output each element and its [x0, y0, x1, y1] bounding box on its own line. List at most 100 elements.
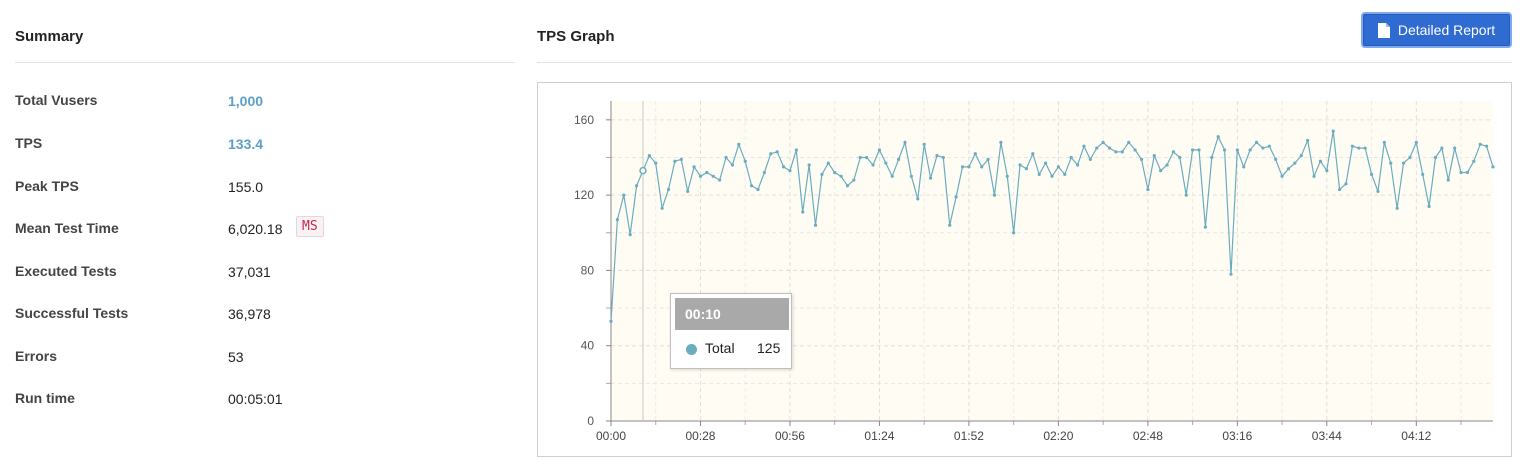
- data-point: [1414, 140, 1418, 145]
- data-point: [711, 174, 715, 178]
- data-point: [1286, 167, 1291, 171]
- data-point: [1012, 231, 1016, 235]
- x-tick-label: 00:00: [596, 429, 626, 443]
- data-point: [801, 210, 805, 214]
- data-point: [833, 170, 837, 175]
- data-point: [1267, 144, 1271, 148]
- summary-label: TPS: [15, 135, 43, 151]
- data-point: [897, 157, 901, 161]
- summary-value: 36,978: [228, 306, 271, 322]
- summary-label: Run time: [15, 390, 75, 406]
- data-point: [948, 223, 952, 227]
- x-tick-label: 01:52: [954, 429, 984, 443]
- summary-label: Peak TPS: [15, 178, 79, 194]
- summary-divider: [15, 62, 515, 63]
- data-point: [1325, 169, 1329, 173]
- data-point: [775, 150, 779, 154]
- data-point: [1261, 146, 1265, 150]
- data-point: [1031, 152, 1035, 156]
- data-point: [954, 195, 958, 199]
- data-point: [1082, 144, 1086, 148]
- data-point: [935, 153, 939, 158]
- data-point: [1235, 148, 1239, 152]
- tooltip-series-marker: [686, 344, 697, 355]
- graph-divider: [537, 62, 1512, 63]
- tooltip-series-name: Total: [705, 340, 735, 356]
- highlighted-data-point: [639, 166, 647, 175]
- tps-chart[interactable]: 0 40 80 120 160 00:00 00:28 00:56 01:24 01:52 02:2…: [537, 82, 1512, 457]
- data-point: [1107, 146, 1112, 150]
- summary-row: Total Vusers 1,000: [15, 92, 515, 116]
- data-point: [1242, 165, 1246, 169]
- x-tick-label: 02:48: [1133, 429, 1163, 443]
- data-point: [877, 148, 882, 152]
- data-point: [992, 193, 997, 197]
- data-point: [1229, 272, 1233, 276]
- data-point: [769, 152, 773, 156]
- data-point: [1485, 144, 1489, 148]
- data-point: [686, 189, 690, 193]
- data-point: [1478, 142, 1482, 146]
- summary-row: Errors 53: [15, 348, 515, 372]
- data-point: [1024, 167, 1029, 171]
- data-point: [1382, 140, 1386, 145]
- tps-graph-title: TPS Graph: [537, 28, 615, 45]
- data-point: [1395, 206, 1399, 210]
- data-point: [1306, 138, 1310, 143]
- data-point: [941, 155, 945, 160]
- data-point: [1037, 172, 1041, 177]
- data-point: [1114, 150, 1118, 154]
- data-point: [1197, 148, 1201, 152]
- summary-value-link[interactable]: 1,000: [228, 93, 264, 109]
- data-point: [1203, 225, 1207, 229]
- data-point: [698, 174, 703, 178]
- data-point: [1433, 155, 1438, 160]
- data-point: [762, 170, 766, 175]
- data-point: [628, 233, 632, 237]
- data-point: [1191, 148, 1195, 152]
- tps-line-chart[interactable]: 0 40 80 120 160 00:00 00:28 00:56 01:24 01:52 02:2…: [538, 83, 1513, 458]
- x-tick-label: 04:12: [1401, 429, 1431, 443]
- data-point: [1376, 189, 1380, 193]
- data-point: [647, 153, 651, 158]
- data-point: [737, 142, 741, 146]
- data-point: [622, 193, 626, 197]
- unit-badge: MS: [296, 216, 324, 237]
- y-tick-label: 160: [574, 113, 594, 127]
- data-point: [1350, 144, 1354, 148]
- summary-row: Mean Test Time 6,020.18 MS: [15, 216, 515, 244]
- data-point: [1440, 146, 1444, 150]
- plot-area: [611, 101, 1493, 421]
- data-point: [1159, 169, 1163, 173]
- data-point: [718, 178, 722, 182]
- summary-value: 155.0: [228, 179, 264, 195]
- x-tick-label: 01:24: [864, 429, 894, 443]
- data-point: [1472, 159, 1476, 163]
- data-point: [615, 217, 619, 222]
- data-point: [1318, 159, 1323, 163]
- data-point: [666, 187, 671, 192]
- data-point: [928, 176, 933, 180]
- summary-label: Total Vusers: [15, 92, 98, 108]
- data-point: [909, 174, 913, 178]
- data-point: [1312, 174, 1316, 178]
- data-point: [986, 157, 990, 161]
- x-tick-label: 03:16: [1222, 429, 1252, 443]
- summary-value-link[interactable]: 133.4: [228, 136, 264, 152]
- data-point: [1331, 129, 1335, 133]
- detailed-report-button[interactable]: Detailed Report: [1361, 12, 1512, 48]
- data-point: [1095, 146, 1099, 150]
- data-point: [1139, 157, 1144, 161]
- data-point: [1408, 155, 1412, 160]
- data-point: [1421, 172, 1425, 177]
- summary-label: Executed Tests: [15, 263, 117, 279]
- data-point: [980, 165, 984, 169]
- data-point: [1210, 155, 1214, 160]
- data-point: [1338, 187, 1342, 192]
- summary-row: Executed Tests 37,031: [15, 263, 515, 287]
- data-point: [1101, 140, 1105, 145]
- data-point: [1446, 178, 1450, 182]
- data-point: [1044, 161, 1048, 165]
- data-point: [916, 197, 920, 201]
- summary-value: 37,031: [228, 264, 271, 280]
